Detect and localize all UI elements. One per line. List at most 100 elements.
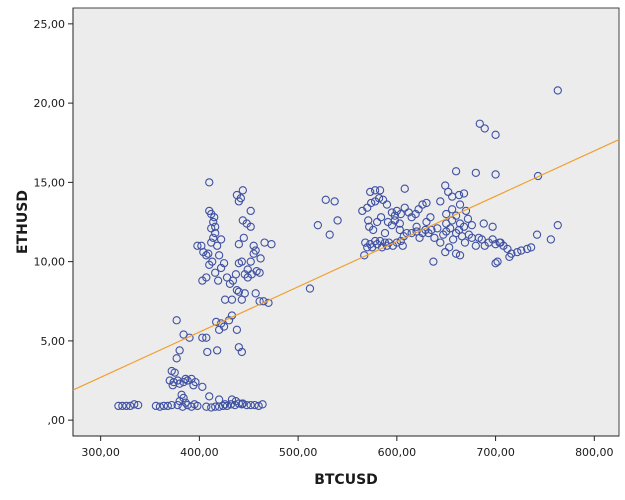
- data-point: [222, 401, 232, 411]
- data-point: [202, 333, 211, 342]
- data-point: [367, 198, 376, 208]
- data-point: [249, 241, 258, 250]
- y-tick-label: 5,00: [41, 335, 66, 348]
- data-point: [211, 268, 220, 277]
- data-point: [213, 241, 222, 250]
- data-point: [240, 289, 249, 298]
- data-point: [198, 333, 207, 342]
- data-point: [173, 400, 182, 410]
- data-point: [451, 167, 461, 176]
- data-point: [256, 254, 265, 263]
- data-point: [517, 246, 526, 255]
- plot-area: [72, 7, 620, 437]
- data-point: [181, 374, 190, 384]
- data-point: [198, 382, 207, 392]
- data-point: [238, 186, 247, 195]
- data-point: [491, 240, 500, 249]
- data-point: [211, 222, 220, 231]
- data-point: [202, 273, 211, 282]
- data-point: [258, 400, 267, 409]
- data-point: [321, 195, 330, 204]
- x-tick-label: 600,00: [378, 446, 417, 459]
- data-point: [467, 221, 477, 230]
- data-point: [463, 214, 473, 223]
- data-point: [211, 402, 220, 411]
- y-axis-title: ETHUSD: [15, 190, 31, 254]
- data-point: [210, 213, 219, 222]
- data-point: [126, 401, 135, 411]
- data-point: [505, 252, 514, 262]
- data-point: [246, 257, 255, 266]
- x-tick-label: 800,00: [575, 446, 614, 459]
- data-point: [202, 251, 211, 260]
- data-point: [380, 228, 390, 238]
- data-point: [232, 325, 242, 334]
- data-point: [441, 181, 450, 190]
- data-point: [246, 222, 255, 231]
- data-point: [430, 233, 439, 243]
- data-point: [532, 230, 542, 239]
- data-point: [208, 257, 217, 266]
- data-point: [488, 222, 497, 231]
- data-point: [325, 230, 334, 239]
- data-point: [447, 205, 457, 214]
- data-point: [523, 244, 532, 254]
- data-point: [214, 395, 224, 404]
- data-point: [246, 400, 255, 410]
- y-tick-label: 20,00: [34, 97, 66, 110]
- data-points: [114, 86, 562, 412]
- data-point: [246, 206, 255, 216]
- y-tick-label: 15,00: [34, 176, 66, 189]
- data-point: [376, 213, 386, 222]
- x-axis-ticks: 300,00 400,00 500,00 600,00 700,00 800,00: [81, 436, 614, 459]
- data-point: [213, 346, 222, 355]
- data-point: [436, 197, 445, 206]
- data-point: [422, 198, 431, 208]
- y-tick-label: 25,00: [34, 18, 66, 31]
- data-point: [305, 284, 315, 293]
- data-point: [418, 200, 427, 209]
- data-point: [395, 219, 404, 228]
- data-point: [382, 200, 392, 209]
- data-point: [159, 401, 168, 411]
- data-point: [209, 233, 218, 243]
- data-point: [122, 401, 131, 411]
- data-point: [232, 286, 242, 295]
- data-point: [526, 243, 536, 252]
- data-point: [251, 246, 260, 255]
- data-point: [227, 395, 237, 404]
- data-point: [234, 240, 244, 249]
- data-point: [333, 216, 342, 225]
- data-point: [234, 287, 244, 296]
- data-point: [163, 401, 172, 411]
- data-point: [232, 190, 242, 200]
- data-point: [218, 401, 228, 411]
- data-point: [264, 298, 273, 307]
- fit-line: [72, 139, 620, 391]
- data-point: [231, 270, 241, 279]
- data-point: [172, 316, 181, 325]
- data-point: [491, 170, 500, 179]
- data-point: [429, 257, 438, 266]
- data-point: [242, 400, 251, 410]
- data-point: [330, 197, 339, 206]
- data-point: [255, 268, 264, 277]
- data-point: [553, 86, 562, 95]
- data-point: [436, 238, 445, 247]
- data-point: [480, 124, 489, 133]
- data-point: [172, 354, 181, 363]
- data-point: [227, 295, 237, 304]
- data-point: [398, 241, 407, 250]
- data-point: [207, 403, 216, 412]
- x-tick-label: 700,00: [476, 446, 515, 459]
- data-point: [204, 249, 213, 258]
- data-point: [189, 381, 198, 390]
- data-point: [459, 222, 469, 231]
- data-point: [513, 247, 522, 257]
- data-point: [114, 401, 123, 411]
- data-point: [239, 233, 248, 243]
- data-point: [400, 184, 409, 193]
- data-point: [375, 186, 385, 195]
- data-point: [193, 241, 202, 250]
- data-point: [369, 225, 378, 235]
